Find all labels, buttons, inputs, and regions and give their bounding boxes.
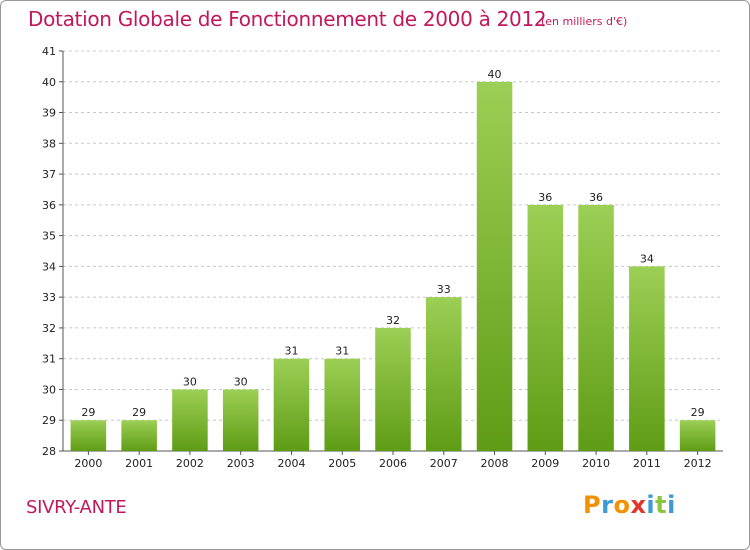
proxiti-logo: Proxiti [583,491,676,519]
unit-note: (en milliers d'€) [541,15,628,28]
x-tick-label: 2011 [633,457,661,470]
data-label: 29 [691,406,705,419]
bar [324,358,360,451]
y-tick-label: 37 [42,168,56,181]
y-tick-label: 38 [42,137,56,150]
x-tick-label: 2005 [328,457,356,470]
data-label: 31 [284,345,298,358]
y-tick-label: 30 [42,383,56,396]
y-tick-label: 32 [42,322,56,335]
logo-letter: P [583,491,602,519]
logo-letter: o [613,491,631,519]
bar [222,389,259,451]
y-tick-label: 35 [42,230,56,243]
x-tick-label: 2010 [582,457,610,470]
data-label: 30 [234,375,248,388]
data-label: 36 [538,191,552,204]
y-tick-label: 36 [42,199,56,212]
bar [70,420,107,451]
bar [172,389,208,451]
logo-letter: t [655,491,668,519]
x-tick-label: 2002 [176,457,204,470]
bar [679,420,716,451]
x-tick-label: 2008 [481,457,509,470]
y-tick-label: 34 [42,260,56,273]
x-tick-label: 2003 [227,457,255,470]
y-tick-label: 28 [42,445,56,458]
data-label: 34 [640,252,654,265]
data-label: 29 [81,406,95,419]
data-label: 31 [335,345,349,358]
y-tick-label: 41 [42,45,56,58]
x-tick-label: 2007 [430,457,458,470]
bar [476,81,513,452]
bar [375,327,411,451]
data-label: 40 [488,68,502,81]
data-label: 32 [386,314,400,327]
logo-letter: r [601,491,614,519]
bar [527,204,564,451]
y-tick-label: 31 [42,353,56,366]
y-tick-label: 33 [42,291,56,304]
data-label: 29 [132,406,146,419]
logo-letter: x [630,491,647,519]
y-tick-label: 39 [42,107,56,120]
y-tick-label: 29 [42,414,56,427]
bar [121,420,157,451]
commune-name: SIVRY-ANTE [26,497,127,518]
x-tick-label: 2006 [379,457,407,470]
logo-letter: i [646,491,656,519]
y-tick-label: 40 [42,76,56,89]
bar [426,297,462,451]
x-tick-label: 2004 [277,457,305,470]
data-label: 33 [437,283,451,296]
logo-letter: i [667,491,676,519]
data-label: 30 [183,375,197,388]
bar [629,266,665,451]
labels: 28 29 30 31 32 33 34 35 36 37 38 39 40 41 2000 29 2001 29… [42,45,712,470]
chart-title: Dotation Globale de Fonctionnement de 20… [28,7,547,31]
data-label: 36 [589,191,603,204]
bar [578,204,614,451]
bars [70,81,716,452]
x-tick-label: 2009 [531,457,559,470]
bar [273,358,310,451]
x-tick-label: 2012 [684,457,712,470]
x-tick-label: 2001 [125,457,153,470]
x-tick-label: 2000 [74,457,102,470]
